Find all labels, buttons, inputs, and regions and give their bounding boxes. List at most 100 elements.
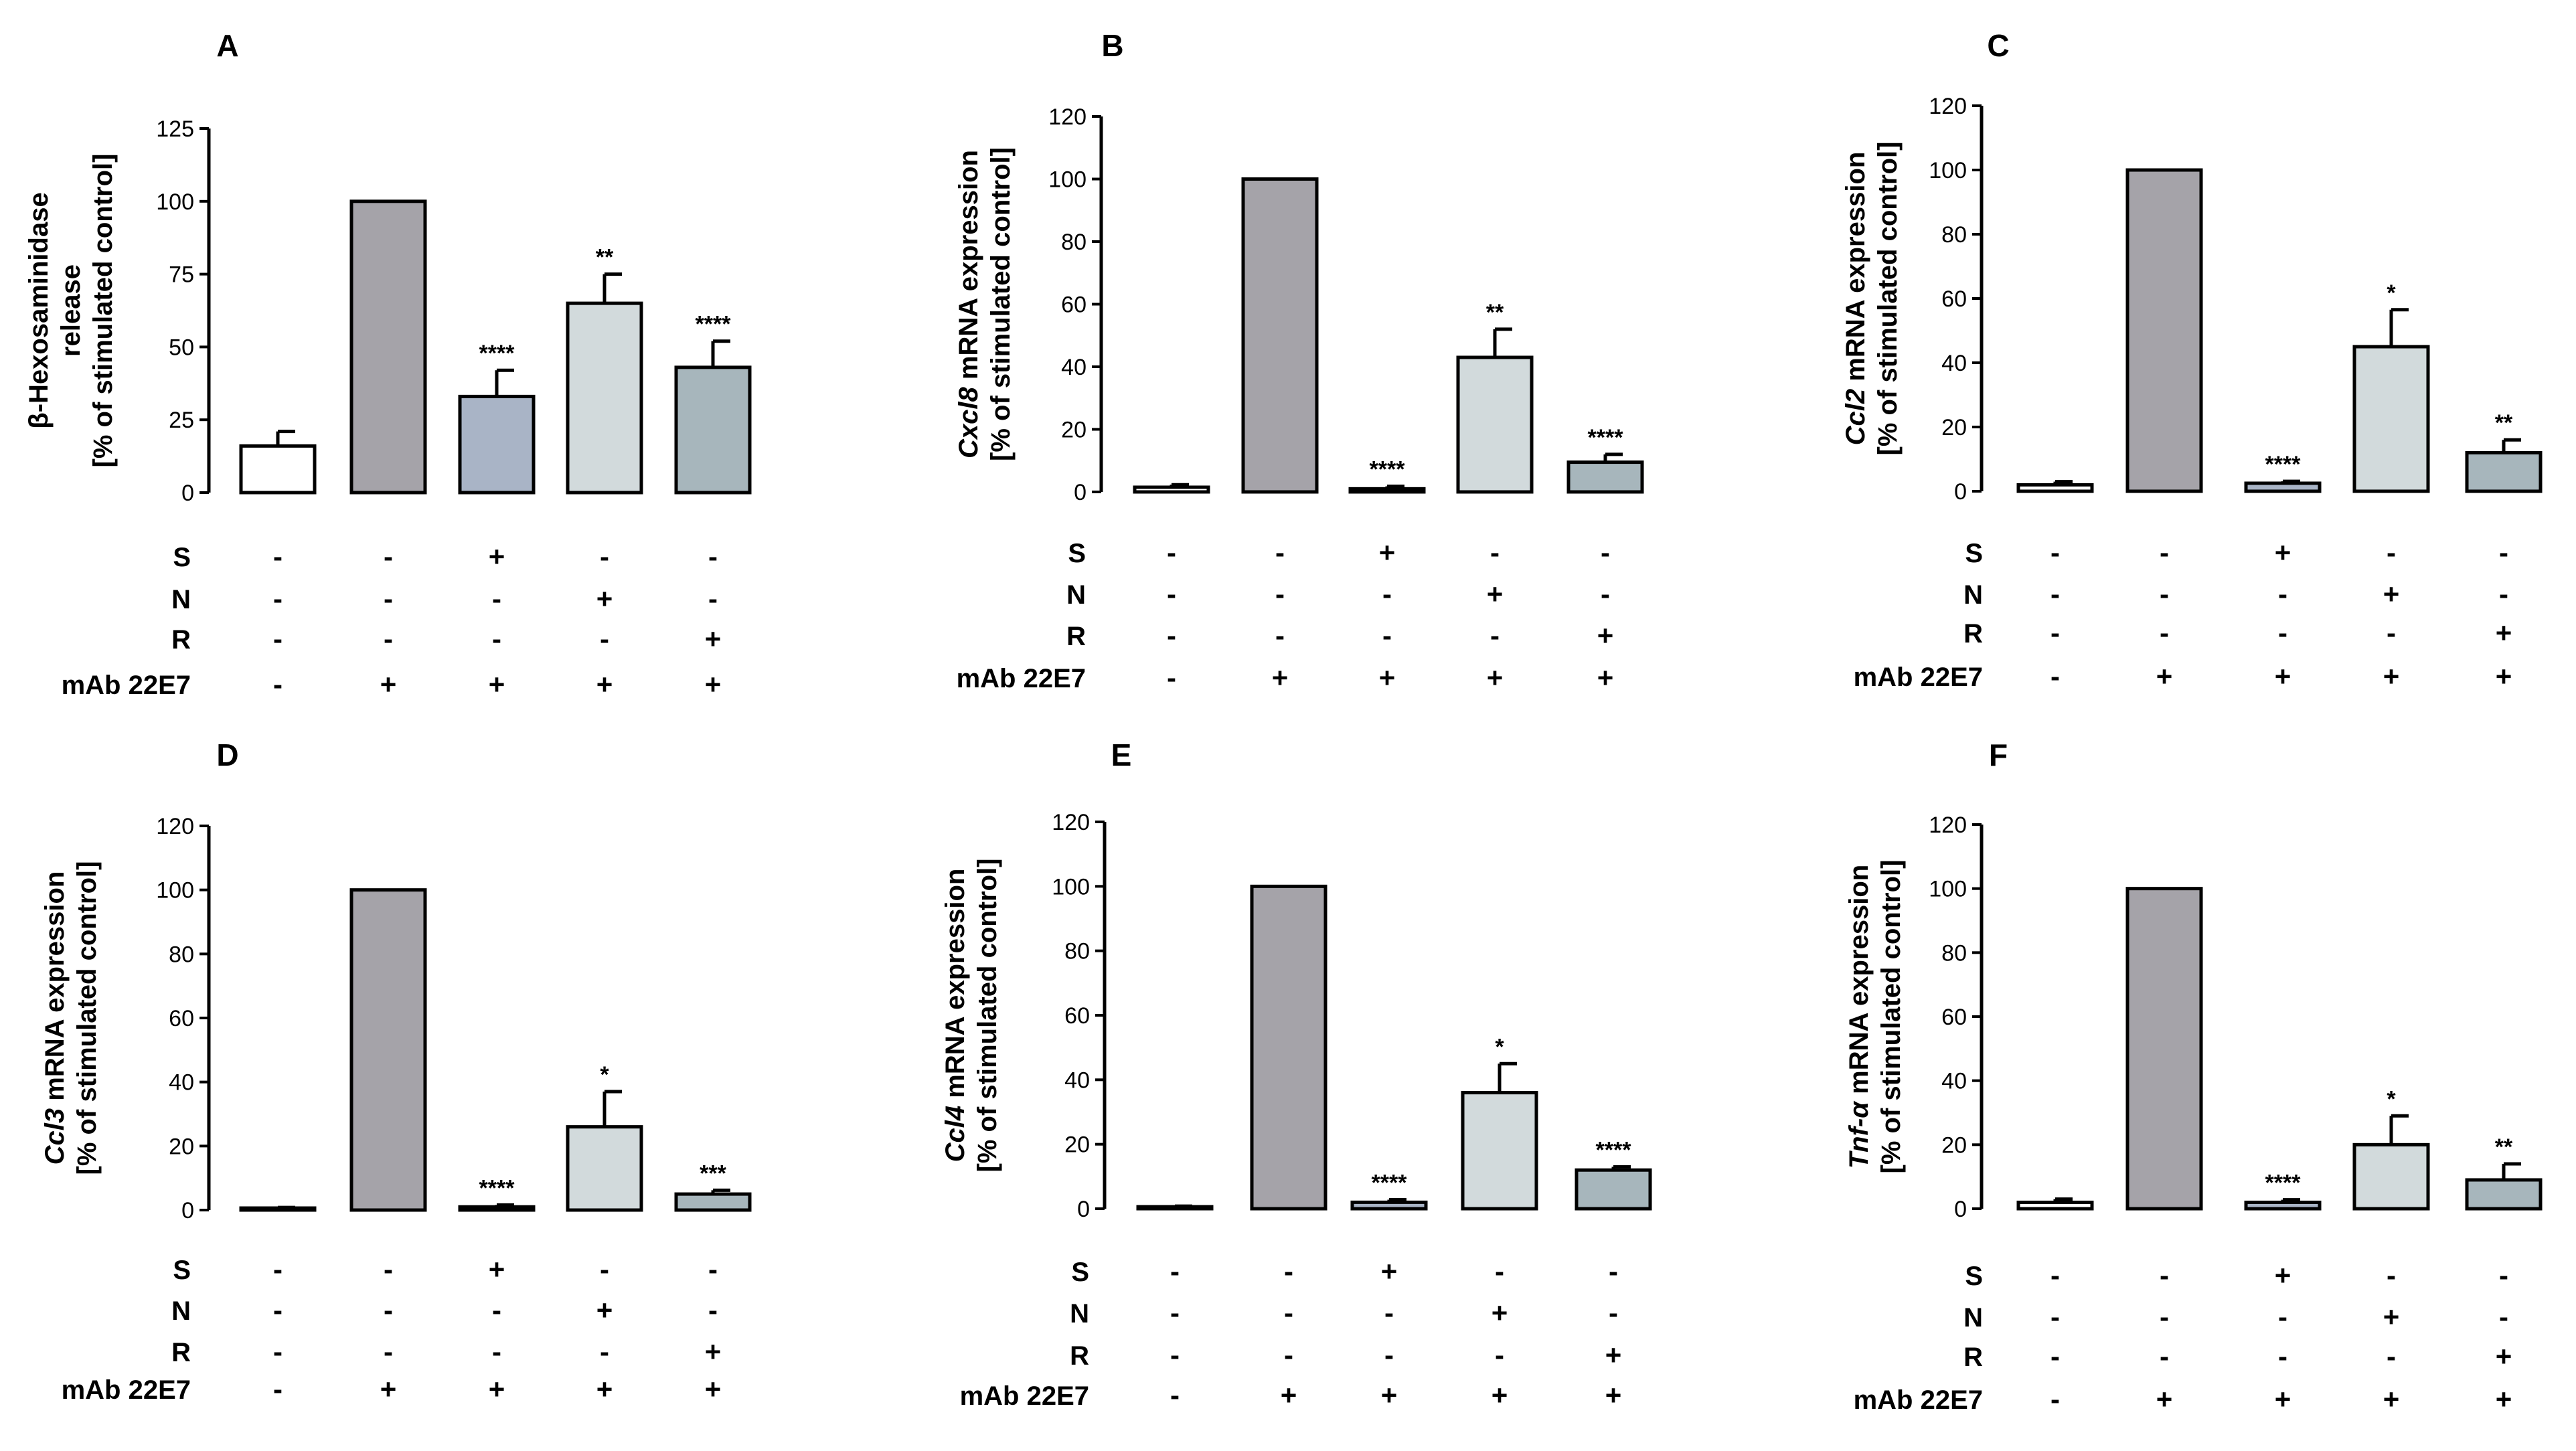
significance-label: ** xyxy=(2495,410,2513,436)
treatment-mark: - xyxy=(1275,578,1285,610)
treatment-mark: - xyxy=(1384,1339,1394,1371)
treatment-label: R xyxy=(171,625,191,655)
y-axis-label-line: [% of stimulated control] xyxy=(973,859,1002,1173)
treatment-mark: - xyxy=(2160,1260,2169,1291)
bar xyxy=(2244,1200,2322,1211)
significance-label: **** xyxy=(696,312,732,337)
treatment-mark: + xyxy=(596,583,613,614)
y-tick-label: 20 xyxy=(1941,1132,1967,1158)
y-axis-label: Cxcl8 mRNA expression [% of stimulated co… xyxy=(954,147,1016,461)
significance-label: **** xyxy=(479,341,515,366)
significance-label: **** xyxy=(1588,425,1624,450)
y-axis-label: Tnf-α mRNA expression [% of stimulated co… xyxy=(1844,860,1906,1174)
treatment-mark: - xyxy=(273,541,283,572)
gene-name: Ccl4 xyxy=(941,1106,970,1163)
bar xyxy=(1566,460,1644,494)
panel-c: C 0 20 40 60 80 100 120 Ccl2 mRNA expression [% o… xyxy=(1841,28,2543,692)
treatment-mark: - xyxy=(1167,578,1176,610)
treatment-mark: + xyxy=(2156,1383,2173,1415)
significance-label: ** xyxy=(1486,300,1504,325)
panel-a: A 0 25 50 75 100 125 β-Hexosaminidase release [% … xyxy=(24,28,752,700)
bar xyxy=(1456,355,1534,494)
gene-name: Cxcl8 xyxy=(954,386,983,458)
treatment-mark: - xyxy=(708,1294,718,1326)
treatment-label: R xyxy=(1963,619,1983,649)
treatment-label: mAb 22E7 xyxy=(1854,1385,1983,1415)
treatment-mark: - xyxy=(1490,620,1500,651)
treatment-label: mAb 22E7 xyxy=(960,1381,1089,1411)
treatment-mark: + xyxy=(1597,620,1614,651)
y-axis-label: Ccl3 mRNA expression [% of stimulated con… xyxy=(40,861,102,1175)
treatment-mark: - xyxy=(2160,1341,2169,1372)
y-axis-label-line: [% of stimulated control] xyxy=(1876,860,1906,1174)
significance-label: **** xyxy=(1596,1137,1632,1163)
treatment-mark: - xyxy=(2160,578,2169,610)
significance-label: * xyxy=(2387,1086,2396,1112)
treatment-mark: - xyxy=(2278,1341,2287,1372)
y-axis-label-line: Ccl4 mRNA expression xyxy=(941,869,970,1163)
treatment-mark: + xyxy=(705,1373,722,1405)
treatment-label: R xyxy=(171,1338,191,1367)
treatment-mark: + xyxy=(1492,1379,1508,1411)
gene-name: Tnf-α xyxy=(1844,1100,1874,1169)
treatment-mark: - xyxy=(1609,1297,1618,1329)
treatment-mark: + xyxy=(1272,662,1289,693)
treatment-mark: - xyxy=(1167,662,1176,693)
treatment-mark: - xyxy=(1490,537,1500,568)
y-tick-label: 100 xyxy=(1052,874,1090,900)
treatment-mark: + xyxy=(1605,1339,1622,1371)
bar xyxy=(239,444,317,495)
y-tick-label: 50 xyxy=(169,335,194,360)
treatment-label: mAb 22E7 xyxy=(957,664,1086,693)
y-tick-label: 20 xyxy=(1061,418,1086,443)
y-axis-label: β-Hexosaminidase release [% of stimulated … xyxy=(24,154,118,468)
bar xyxy=(2125,887,2203,1211)
treatment-mark: - xyxy=(600,623,609,655)
treatment-mark: - xyxy=(273,583,283,614)
treatment-mark: + xyxy=(380,669,397,700)
bar xyxy=(458,1205,536,1212)
y-tick-label: 125 xyxy=(156,116,194,142)
gene-name: Ccl2 xyxy=(1841,389,1870,446)
panel-d: D 0 20 40 60 80 100 120 Ccl3 mRNA expression [% o… xyxy=(40,738,752,1405)
treatment-mark: - xyxy=(1609,1256,1618,1287)
y-axis-label-line: [% of stimulated control] xyxy=(1873,142,1903,456)
treatment-mark: + xyxy=(1281,1379,1297,1411)
bar xyxy=(2016,483,2094,493)
treatment-mark: - xyxy=(1384,1297,1394,1329)
bar xyxy=(1575,1168,1652,1211)
panel-b: B 0 20 40 60 80 100 120 Cxcl8 mRNA expression [% … xyxy=(954,28,1644,693)
treatment-mark: - xyxy=(492,623,501,655)
bar xyxy=(1350,1200,1428,1211)
y-tick-label: 80 xyxy=(1064,939,1090,964)
treatment-mark: - xyxy=(2278,617,2287,649)
bar xyxy=(2352,1142,2430,1211)
y-tick-label: 100 xyxy=(1048,167,1086,193)
treatment-mark: - xyxy=(1495,1339,1504,1371)
treatment-mark: - xyxy=(2160,1301,2169,1333)
treatment-mark: - xyxy=(2050,1260,2060,1291)
treatment-mark: + xyxy=(2156,661,2173,692)
treatment-mark: - xyxy=(1382,620,1392,651)
bar xyxy=(674,1192,752,1212)
treatment-mark: - xyxy=(273,669,283,700)
bar xyxy=(2125,168,2203,493)
y-tick-label: 80 xyxy=(1941,940,1967,966)
significance-label: **** xyxy=(2265,1171,2302,1196)
treatment-mark: - xyxy=(2050,1383,2060,1415)
treatment-mark: - xyxy=(2050,661,2060,692)
treatment-mark: - xyxy=(1167,537,1176,568)
treatment-mark: + xyxy=(2275,661,2291,692)
y-tick-label: 0 xyxy=(1954,479,1967,505)
significance-label: *** xyxy=(700,1161,726,1186)
treatment-label: S xyxy=(173,543,191,572)
y-axis-label-line: release xyxy=(56,264,86,357)
treatment-mark: - xyxy=(2387,617,2396,649)
treatment-mark: - xyxy=(384,1336,393,1367)
y-tick-label: 120 xyxy=(156,814,194,839)
treatment-mark: + xyxy=(380,1373,397,1405)
y-tick-label: 40 xyxy=(1061,355,1086,380)
panel-f: F 0 20 40 60 80 100 120 Tnf-α mRNA expression [% … xyxy=(1844,738,2543,1415)
y-tick-label: 0 xyxy=(1954,1197,1967,1222)
